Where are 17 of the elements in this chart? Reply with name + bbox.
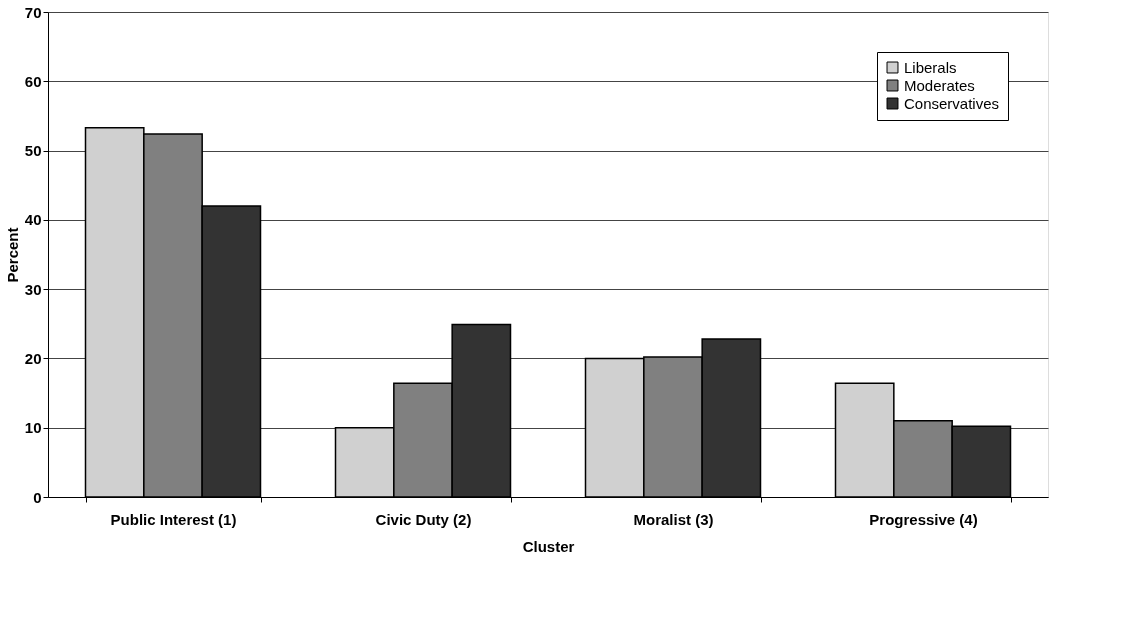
x-tick-label: Moralist (3) bbox=[633, 510, 714, 528]
x-tick-label: Public Interest (1) bbox=[110, 510, 237, 528]
x-axis-title: Cluster bbox=[522, 537, 575, 555]
legend-label: Liberals bbox=[904, 58, 957, 76]
y-tick-label: 0 bbox=[33, 488, 42, 506]
x-tick-label: Progressive (4) bbox=[869, 510, 978, 528]
y-tick-label: 70 bbox=[24, 3, 42, 21]
y-tick-label: 10 bbox=[24, 419, 42, 437]
y-tick-label: 40 bbox=[24, 211, 42, 229]
legend-label: Conservatives bbox=[904, 94, 1000, 112]
y-tick-label: 30 bbox=[24, 280, 42, 298]
y-axis-title: Percent bbox=[3, 227, 21, 283]
legend-label: Moderates bbox=[904, 76, 975, 94]
y-tick-label: 50 bbox=[24, 142, 42, 160]
y-tick-label: 20 bbox=[24, 349, 42, 367]
x-tick-label: Civic Duty (2) bbox=[375, 510, 472, 528]
y-tick-label: 60 bbox=[24, 72, 42, 90]
